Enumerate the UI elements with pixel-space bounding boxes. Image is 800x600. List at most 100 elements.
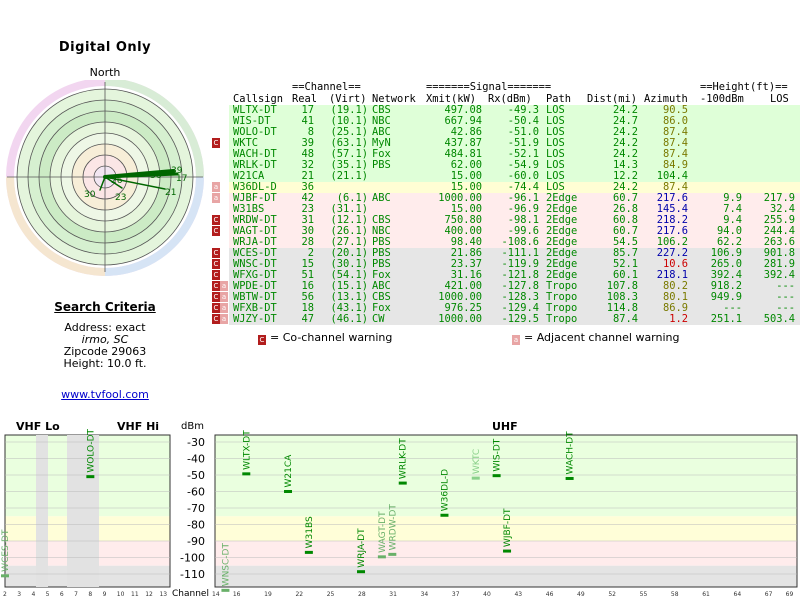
adjacent-channel-flag-icon: a: [220, 303, 228, 313]
table-row: C WAGT-DT 30 (26.1) NBC 400.00 -99.6 2Edge 60.7 2…: [212, 225, 800, 237]
x-tick-label: 5: [46, 591, 50, 598]
cell-net: Fox: [372, 302, 391, 314]
cell-path: 2Edge: [546, 236, 578, 248]
cell-az: 80.1: [662, 291, 688, 303]
x-tick-label: 14: [212, 591, 220, 598]
signal-marker-label: WRJA-DT: [357, 528, 367, 568]
table-row: C WKTC 39 (63.1) MyN 437.87 -51.9 LOS 24.2 87.4: [212, 137, 800, 149]
cell-call: W21CA: [233, 170, 265, 182]
cell-h100: 251.1: [710, 313, 742, 325]
signal-marker: [284, 490, 293, 493]
cell-path: Tropo: [546, 291, 578, 303]
cell-los: 503.4: [763, 313, 795, 325]
co-channel-flag-icon: C: [212, 270, 220, 280]
cell-virt: (27.1): [330, 236, 368, 248]
cell-path: 2Edge: [546, 258, 578, 270]
cell-virt: (57.1): [330, 148, 368, 160]
cell-call: WRDW-DT: [233, 214, 277, 226]
table-row: a W36DL-D 36 15.00 -74.4 LOS 24.2 87.4: [212, 182, 800, 193]
cell-xmit: 484.81: [444, 148, 482, 160]
cell-rx: -121.8: [501, 269, 539, 281]
cell-call: WPDE-DT: [233, 280, 277, 292]
cell-virt: (46.1): [330, 313, 368, 325]
cell-real: 15: [301, 258, 314, 270]
cell-h100: 949.9: [710, 291, 742, 303]
cell-rx: -60.0: [507, 170, 539, 182]
x-tick-label: 52: [608, 591, 616, 598]
adjacent-channel-flag-icon: a: [220, 281, 228, 291]
cell-call: WOLO-DT: [233, 126, 277, 138]
compass-north-label: North: [89, 66, 121, 79]
cell-dist: 85.7: [612, 247, 638, 259]
cell-los: 255.9: [763, 214, 795, 226]
signal-marker: [503, 549, 512, 553]
cell-real: 39: [301, 137, 314, 149]
x-axis-label: Channel: [172, 589, 209, 599]
signal-marker-label: WACH-DT: [566, 431, 576, 475]
cell-path: 2Edge: [546, 225, 578, 237]
cell-call: WIS-DT: [233, 115, 271, 127]
table-row: a WJBF-DT 42 (6.1) ABC 1000.00 -96.1 2Edge 60.7 2…: [212, 192, 800, 204]
x-tick-label: 31: [389, 591, 397, 598]
signal-marker: [86, 475, 95, 479]
signal-marker-label: WCES-DT: [1, 529, 11, 572]
cell-xmit: 400.00: [444, 225, 482, 237]
adjacent-channel-flag-icon: a: [212, 193, 220, 203]
x-tick-label: 58: [671, 591, 679, 598]
x-tick-label: 19: [264, 591, 272, 598]
table-row: C WFXG-DT 51 (54.1) Fox 31.16 -121.8 2Edge 60.1 2…: [212, 269, 800, 281]
signal-marker: [440, 513, 449, 517]
cell-rx: -108.6: [501, 236, 539, 248]
cell-call: WJZY-DT: [233, 313, 277, 325]
cell-real: 2: [307, 247, 314, 259]
cell-real: 48: [301, 148, 314, 160]
signal-marker-label: WRLK-DT: [399, 438, 409, 479]
signal-marker-label: WJBF-DT: [503, 508, 513, 547]
x-tick-label: 43: [514, 591, 522, 598]
cell-dist: 12.2: [612, 170, 638, 182]
cell-los: 217.9: [763, 192, 795, 204]
cell-real: 30: [301, 225, 314, 237]
cell-dist: 114.8: [606, 302, 638, 314]
signal-marker-label: WRDW-DT: [388, 504, 398, 551]
cell-real: 8: [307, 126, 314, 138]
co-channel-flag-icon: C: [212, 259, 220, 269]
co-channel-flag-icon: C: [212, 138, 220, 148]
cell-call: WACH-DT: [233, 148, 277, 160]
cell-path: LOS: [546, 126, 565, 138]
col-los: LOS: [770, 93, 789, 105]
x-tick-label: 34: [421, 591, 429, 598]
y-tick-label: -60: [187, 486, 205, 499]
cell-path: Tropo: [546, 302, 578, 314]
adjacent-channel-legend: a = Adjacent channel warning: [512, 331, 680, 345]
tvfool-link[interactable]: www.tvfool.com: [61, 388, 149, 401]
cell-call: WFXG-DT: [233, 269, 277, 281]
cell-virt: (21.1): [330, 170, 368, 182]
x-tick-label: 69: [786, 591, 794, 598]
x-tick-label: 49: [577, 591, 585, 598]
x-tick-label: 16: [233, 591, 241, 598]
cell-rx: -51.0: [507, 126, 539, 138]
cell-h100: 9.9: [723, 192, 742, 204]
radar-label-23: 23: [115, 193, 126, 203]
cell-h100: 94.0: [716, 225, 742, 237]
signal-marker-label: W21CA: [284, 454, 294, 488]
cell-az: 80.2: [662, 280, 688, 292]
address-label: Address:: [64, 321, 112, 334]
cell-xmit: 15.00: [450, 203, 482, 215]
signal-marker: [471, 476, 480, 480]
cell-virt: (15.1): [330, 280, 368, 292]
x-tick-label: 6: [60, 591, 64, 598]
cell-virt: (63.1): [330, 137, 368, 149]
signal-marker-label: WOLO-DT: [86, 428, 96, 472]
y-tick-label: -40: [187, 453, 205, 466]
spectrum-chart: -30 -40 -50 -60 -70 -80 -90 -100 -110 VHF Lo VHF H…: [1, 420, 798, 599]
cell-xmit: 23.37: [450, 258, 482, 270]
cell-xmit: 750.80: [444, 214, 482, 226]
x-tick-label: 9: [103, 591, 107, 598]
cell-path: 2Edge: [546, 269, 578, 281]
signal-marker-label: WIS-DT: [493, 438, 503, 471]
y-tick-label: -110: [180, 568, 205, 581]
cell-call: W31BS: [233, 203, 265, 215]
